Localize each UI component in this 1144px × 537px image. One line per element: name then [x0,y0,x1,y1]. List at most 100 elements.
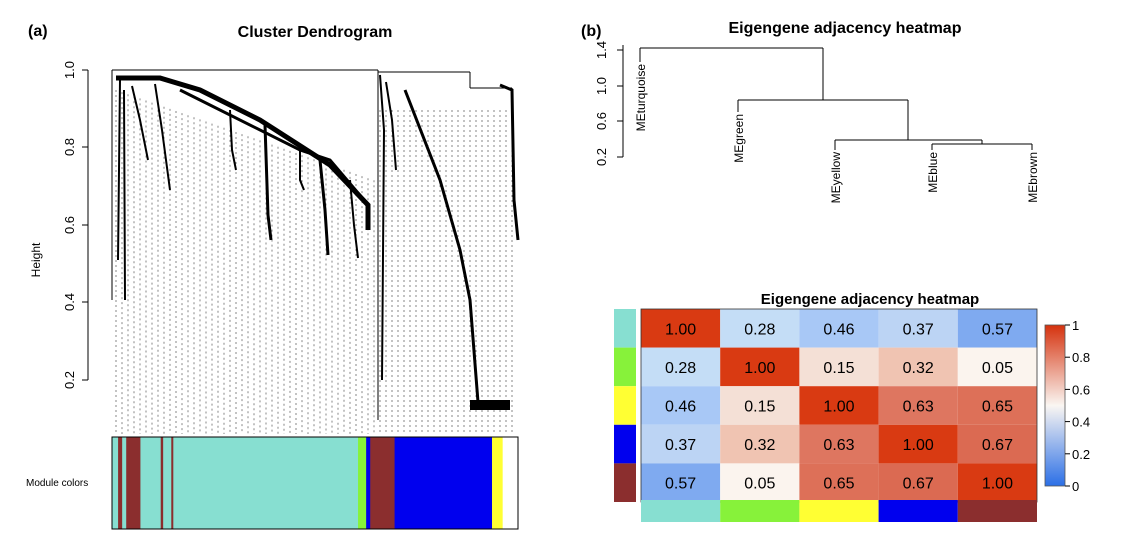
heatmap-cell-value: 0.57 [982,321,1013,338]
heatmap-cell-value: 0.46 [665,399,696,416]
heatmap-cell-value: 0.15 [823,360,854,377]
heatmap-cell-value: 0.65 [823,476,854,493]
heatmap-cell-value: 0.28 [665,360,696,377]
heatmap-cell-value: 0.32 [744,437,775,454]
col-color-blue [878,500,958,522]
module-color-segment [171,437,174,529]
ytick-label: 1.4 [594,41,609,59]
dendrogram-leaf-lines [115,90,513,434]
panel-b: (b) Eigengene adjacency heatmap 0.2 0.6 … [581,20,1090,522]
heatmap-cell [957,347,1037,387]
heatmap-cell-value: 0.57 [665,476,696,493]
heatmap-cell [720,424,800,464]
heatmap-cell [799,386,879,425]
module-color-segment [358,437,367,529]
heatmap-cell-value: 0.46 [823,321,854,338]
heatmap-cell [878,424,958,464]
module-colors-label: Module colors [26,478,88,489]
colorbar-tick-label: 0 [1072,479,1079,494]
ytick-label: 0.2 [62,371,77,389]
colorbar-tick-label: 0.6 [1072,382,1090,397]
heatmap-cell [720,463,800,502]
heatmap-cell-value: 0.37 [903,321,934,338]
heatmap-title: Eigengene adjacency heatmap [761,291,979,308]
heatmap-cell-value: 0.63 [903,399,934,416]
col-color-green [720,500,800,522]
heatmap-cell [957,463,1037,502]
heatmap-cell [957,309,1037,348]
module-color-segment [112,437,119,529]
module-color-segment [173,437,359,529]
ytick-label: 0.2 [594,148,609,166]
dendrogram-tree [111,69,520,434]
row-color-yellow [614,386,636,425]
heatmap-cell [799,463,879,502]
heatmap-cell [641,386,721,425]
module-color-segment [126,437,141,529]
heatmap-cell [878,309,958,348]
leaf-label-meturquoise: MEturquoise [634,64,648,132]
heatmap-column-color-bar [641,500,1037,522]
heatmap-cell [720,309,800,348]
row-color-green [614,347,636,387]
heatmap-cell-value: 0.15 [744,399,775,416]
heatmap-cell-value: 0.28 [744,321,775,338]
heatmap-cell [641,424,721,464]
ytick-label: 0.4 [62,293,77,311]
module-color-segment [370,437,396,529]
adjacency-heatmap: 1.00 0.28 0.46 0.37 0.57 0.28 1.00 0.15 0.32 0.05… [640,308,1038,503]
heatmap-cell [799,347,879,387]
colorbar-tick-label: 0.2 [1072,447,1090,462]
heatmap-cell [878,386,958,425]
heatmap-cell [641,463,721,502]
colorbar-tick-label: 0.4 [1072,415,1090,430]
heatmap-cell-value: 1.00 [665,321,696,338]
heatmap-cell [641,347,721,387]
heatmap-cell-value: 0.32 [903,360,934,377]
eigengene-y-axis: 0.2 0.6 1.0 1.4 [594,41,624,166]
heatmap-cell [878,347,958,387]
heatmap-cell [720,386,800,425]
heatmap-row-color-bar [614,309,636,502]
heatmap-cell-value: 1.00 [744,360,775,377]
colorbar-tick-label: 1 [1072,318,1079,333]
heatmap-cell-value: 0.05 [982,360,1013,377]
module-color-segment [366,437,371,529]
col-color-brown [957,500,1037,522]
module-color-bar-frame [111,436,519,530]
module-color-segment [118,437,123,529]
module-color-segment [160,437,164,529]
dendrogram-y-label: Height [29,242,43,277]
row-color-blue [614,424,636,464]
heatmap-cell [957,424,1037,464]
ytick-label: 0.6 [62,216,77,234]
module-color-segment [394,437,493,529]
eigengene-dendrogram [639,47,1033,150]
panel-b-label: (b) [581,23,601,40]
colorbar-ticks: 0 0.2 0.4 0.6 0.8 1 [1065,318,1090,494]
heatmap-cell-value: 1.00 [823,399,854,416]
leaf-label-mebrown: MEbrown [1026,152,1040,203]
module-color-segment [492,437,503,529]
heatmap-cell [799,424,879,464]
ytick-label: 0.8 [62,138,77,156]
colorbar [1044,324,1066,487]
ytick-label: 1.0 [62,61,77,79]
heatmap-cell [878,463,958,502]
leaf-label-megreen: MEgreen [732,114,746,163]
eigengene-dendrogram-title: Eigengene adjacency heatmap [729,20,962,37]
heatmap-cell [957,386,1037,425]
heatmap-cell-value: 0.67 [903,476,934,493]
panel-a-label: (a) [28,23,48,40]
dendrogram-title: Cluster Dendrogram [238,24,393,41]
module-color-segment [163,437,172,529]
heatmap-cell-value: 0.37 [665,437,696,454]
heatmap-cell [799,309,879,348]
row-color-brown [614,463,636,502]
module-color-segment [140,437,162,529]
col-color-turquoise [641,500,721,522]
heatmap-cell-value: 0.67 [982,437,1013,454]
leaf-label-meyellow: MEyellow [829,152,843,204]
col-color-yellow [799,500,879,522]
